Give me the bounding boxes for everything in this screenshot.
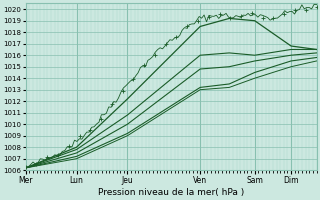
X-axis label: Pression niveau de la mer( hPa ): Pression niveau de la mer( hPa ) [98, 188, 244, 197]
